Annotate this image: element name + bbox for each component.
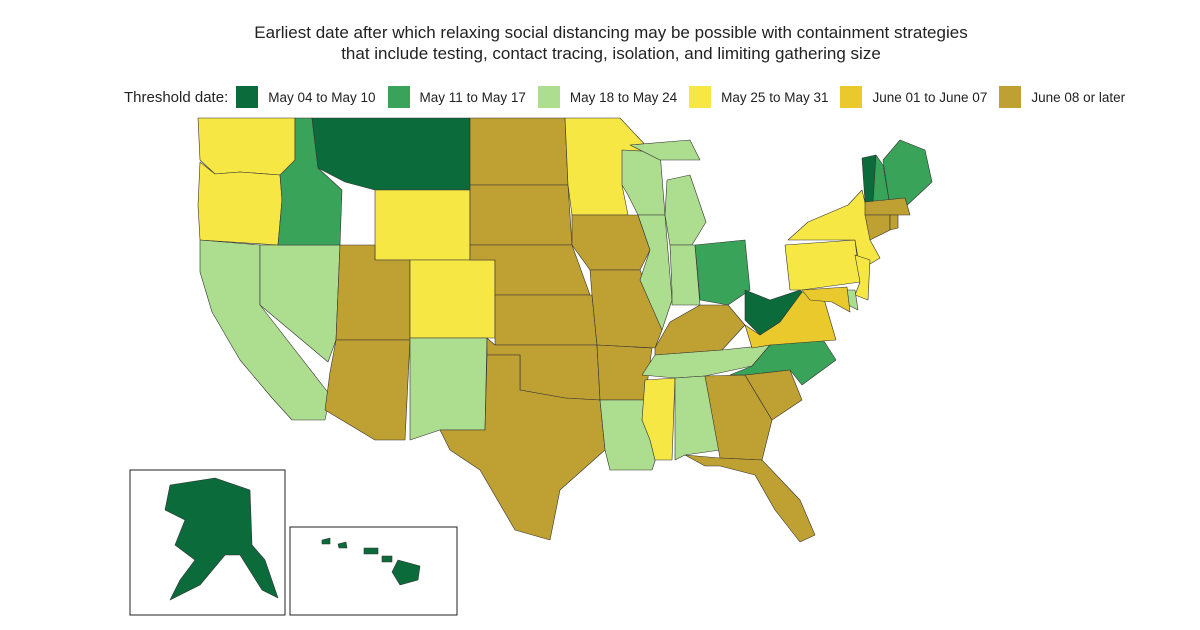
legend-item-label: May 18 to May 24: [569, 89, 678, 105]
state-shape-in: [669, 244, 701, 306]
state-shape-mt: [311, 117, 471, 191]
alaska-inset-frame: [129, 469, 286, 616]
legend-item: May 11 to May 17: [387, 86, 526, 108]
state-shape-mi: [629, 139, 701, 161]
legend-item-label: May 11 to May 17: [419, 89, 526, 105]
state-nj: [854, 254, 871, 301]
state-shape-md: [801, 286, 851, 313]
state-shape-oh: [694, 239, 751, 306]
state-mt: [311, 117, 471, 191]
title-line-1: Earliest date after which relaxing socia…: [254, 23, 968, 42]
legend-swatch: [236, 86, 259, 108]
state-shape-ky: [654, 304, 746, 356]
state-md: [801, 286, 851, 313]
state-wy: [374, 189, 471, 261]
state-shape-ak: [164, 477, 279, 601]
state-shape-az: [324, 339, 411, 441]
state-nm: [409, 337, 488, 441]
state-shape-wv: [744, 289, 803, 336]
state-shape-nd: [469, 117, 569, 186]
state-hi: [321, 537, 421, 586]
state-wi: [621, 149, 666, 216]
state-sd: [469, 184, 573, 246]
state-mn: [564, 117, 651, 216]
state-shape-pa: [784, 239, 861, 291]
legend: Threshold date: May 04 to May 10 May 11 …: [124, 86, 1137, 108]
legend-item-label: May 04 to May 10: [268, 89, 376, 105]
legend-item: May 25 to May 31: [689, 86, 828, 108]
state-pa: [784, 239, 861, 291]
map-title: Earliest date after which relaxing socia…: [0, 22, 1200, 64]
state-shape-wi: [621, 149, 666, 216]
state-fl: [684, 454, 816, 543]
state-az: [324, 339, 411, 441]
state-shape-ks: [494, 294, 598, 346]
state-ma: [864, 197, 911, 216]
state-shape-ma: [864, 197, 911, 216]
legend-item: June 08 or later: [999, 86, 1125, 108]
state-shape-hi: [391, 559, 421, 586]
state-oh: [694, 239, 751, 306]
legend-swatch: [537, 86, 560, 108]
state-shape-mi: [664, 174, 707, 246]
state-wa: [197, 117, 296, 176]
state-shape-wy: [374, 189, 471, 261]
legend-item-label: May 25 to May 31: [721, 89, 829, 105]
state-ri: [889, 214, 899, 231]
state-shape-nm: [409, 337, 488, 441]
state-co: [409, 259, 496, 339]
state-shape-tx: [439, 354, 606, 541]
state-shape-ia: [571, 214, 651, 271]
legend-item: June 01 to June 07: [840, 86, 987, 108]
state-shape-sd: [469, 184, 573, 246]
state-shape-mn: [564, 117, 651, 216]
state-shape-ri: [889, 214, 899, 231]
state-nc: [729, 337, 837, 386]
state-shape-hi: [337, 541, 348, 549]
legend-swatch: [840, 86, 863, 108]
state-shape-hi: [363, 547, 379, 555]
state-shape-nj: [854, 254, 871, 301]
state-shape-co: [409, 259, 496, 339]
legend-item-label: June 01 to June 07: [872, 89, 988, 105]
legend-swatch: [387, 86, 410, 108]
state-wv: [744, 289, 803, 336]
hawaii-inset-frame: [289, 526, 458, 616]
state-shape-or: [197, 161, 283, 246]
state-ia: [571, 214, 651, 271]
state-or: [197, 161, 283, 246]
state-ak: [164, 477, 279, 601]
legend-swatch: [999, 86, 1022, 108]
state-shape-wa: [197, 117, 296, 176]
state-in: [669, 244, 701, 306]
state-shape-hi: [381, 555, 393, 563]
legend-label: Threshold date:: [124, 88, 229, 106]
state-ky: [654, 304, 746, 356]
state-ks: [494, 294, 598, 346]
state-tx: [439, 354, 606, 541]
state-nd: [469, 117, 569, 186]
title-line-2: that include testing, contact tracing, i…: [341, 44, 881, 63]
legend-item: May 04 to May 10: [236, 86, 376, 108]
legend-item: May 18 to May 24: [537, 86, 678, 108]
legend-item-label: June 08 or later: [1031, 89, 1126, 105]
state-shape-hi: [321, 537, 331, 545]
state-shape-nc: [729, 337, 837, 386]
legend-swatch: [689, 86, 712, 108]
state-shape-fl: [684, 454, 816, 543]
